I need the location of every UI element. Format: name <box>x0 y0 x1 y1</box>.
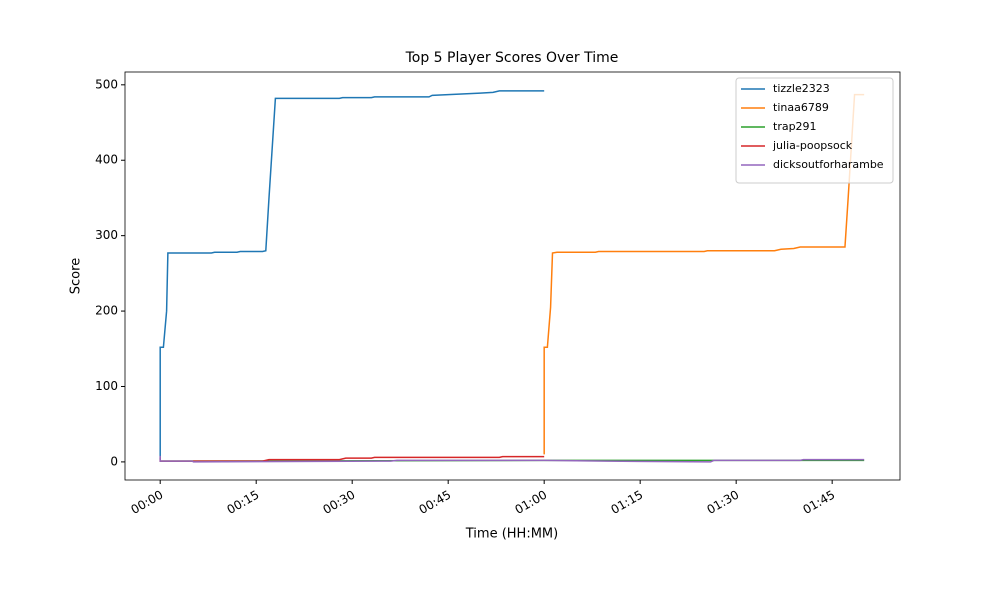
series-line <box>159 455 865 463</box>
legend-label: julia-poopsock <box>772 139 853 152</box>
y-axis-label: Score <box>69 258 84 294</box>
x-axis-label: Time (HH:MM) <box>465 527 558 542</box>
y-tick-label: 100 <box>95 379 118 393</box>
plot-frame <box>124 71 901 481</box>
legend-label: dicksoutforharambe <box>773 158 884 171</box>
legend-label: trap291 <box>773 120 817 133</box>
series-line <box>543 93 865 455</box>
chart-title: Top 5 Player Scores Over Time <box>405 50 619 66</box>
y-tick-label: 500 <box>95 77 118 91</box>
y-tick-label: 200 <box>95 304 118 318</box>
legend-box <box>735 77 894 184</box>
y-tick-label: 0 <box>110 454 118 468</box>
legend-label: tizzle2323 <box>773 82 830 95</box>
y-tick-label: 400 <box>95 153 118 167</box>
series-line <box>159 90 545 460</box>
legend-label: tinaa6789 <box>773 101 829 114</box>
y-tick-label: 300 <box>95 228 118 242</box>
